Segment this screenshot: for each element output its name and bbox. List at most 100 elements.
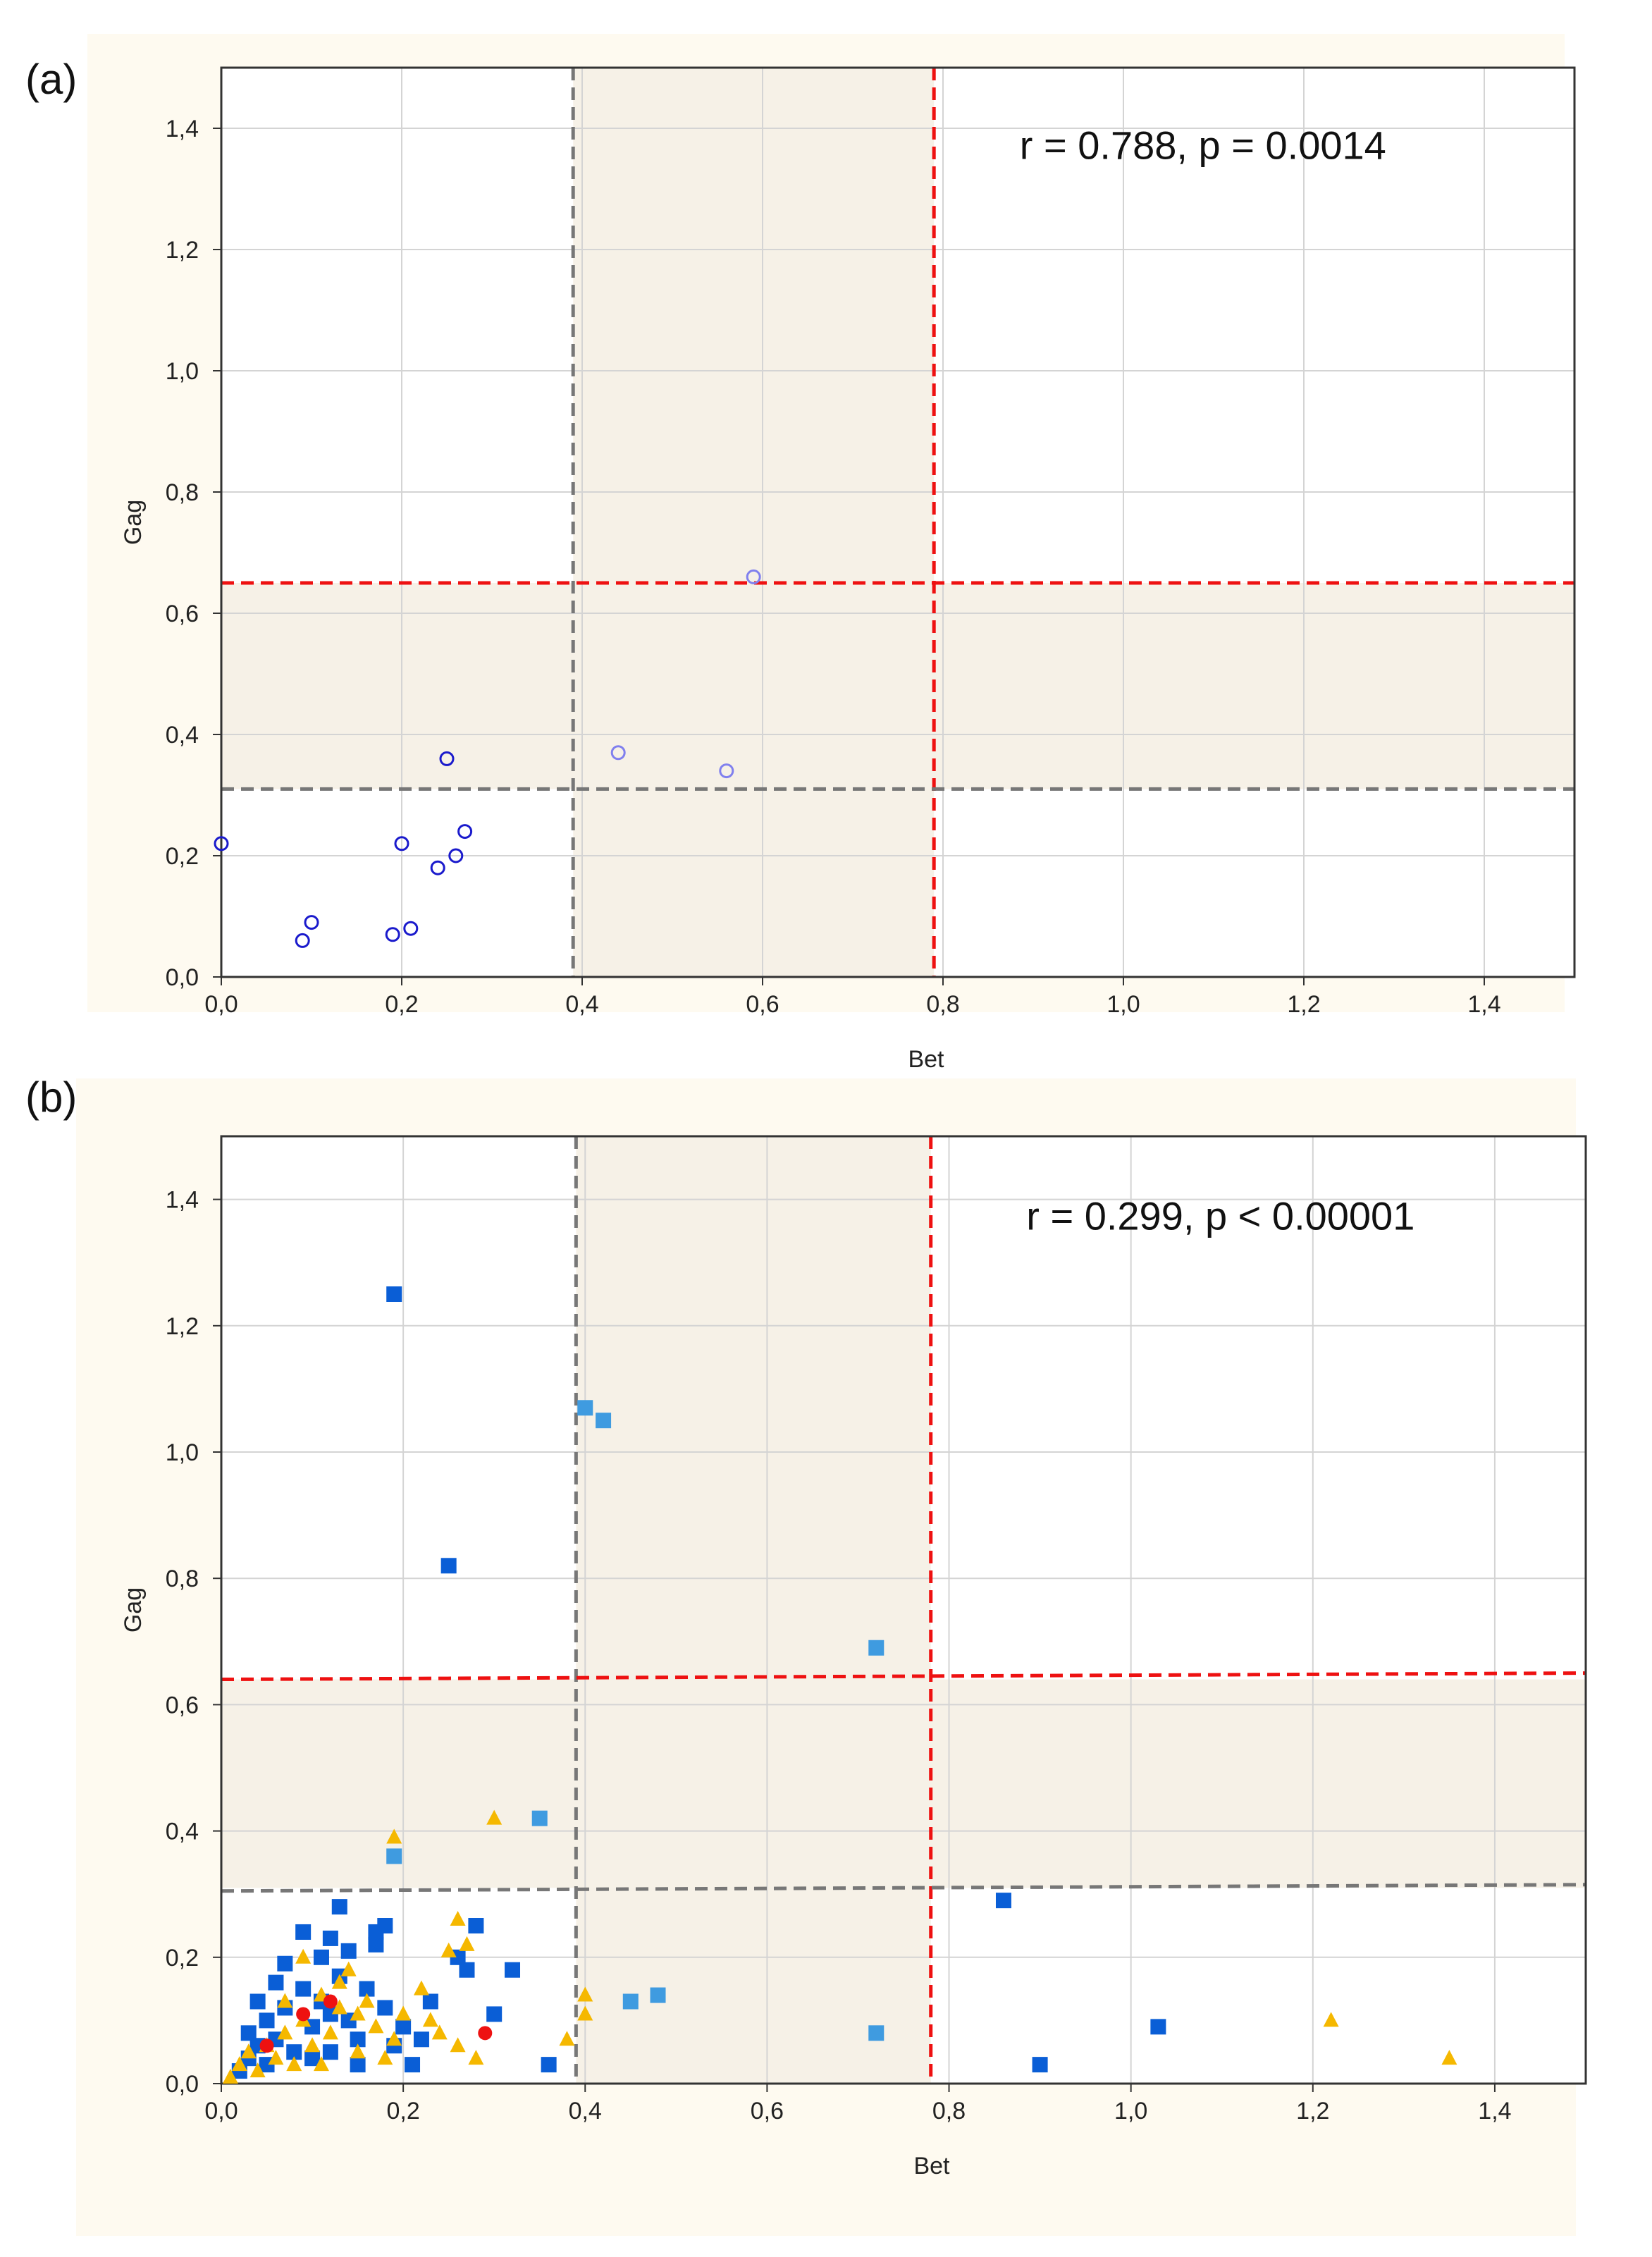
chart-b-point-2-15 <box>268 2050 284 2065</box>
chart-b-point-2-25 <box>359 1993 375 2008</box>
chart-b-point-0-4 <box>1032 2057 1048 2073</box>
chart-b-point-2-10 <box>222 2069 238 2084</box>
chart-a-axes-frame <box>220 66 1576 978</box>
chart-b-point-2-3 <box>440 1942 457 1957</box>
chart-b-point-2-24 <box>350 2043 366 2059</box>
chart-b-point-2-35 <box>277 1993 293 2008</box>
chart-b-point-2-6 <box>577 2005 593 2021</box>
chart-a-x-tick-label-6: 1,2 <box>1287 991 1320 1018</box>
chart-b-point-0-22 <box>331 1899 347 1915</box>
chart-b-point-3-1 <box>323 1994 338 2009</box>
chart-b-point-0-29 <box>368 1936 384 1952</box>
chart-b-point-0-16 <box>295 1981 312 1997</box>
chart-b-point-2-2 <box>450 1911 466 1926</box>
chart-a-x-axis-label: Bet <box>908 1046 944 1073</box>
chart-b-point-2-32 <box>468 2050 484 2065</box>
chart-b-point-0-18 <box>313 1949 329 1965</box>
chart-b-y-tick-label-7: 1,4 <box>166 1187 199 1214</box>
chart-b-point-0-2 <box>995 1893 1011 1909</box>
chart-b-y-tick-label-1: 0,2 <box>166 1945 199 1972</box>
chart-a-y-tick-label-6: 1,2 <box>166 237 199 264</box>
chart-b-point-2-8 <box>1323 2012 1339 2027</box>
chart-b-x-tick-label-3: 0,6 <box>751 2098 784 2124</box>
chart-b-point-1-7 <box>868 2025 884 2041</box>
chart-b-reference-line-2 <box>221 1883 1586 1893</box>
chart-b-point-2-21 <box>322 2024 338 2040</box>
chart-b-annotation: r = 0.299, p < 0.00001 <box>1026 1194 1414 1238</box>
chart-b-x-axis-label: Bet <box>913 2153 950 2179</box>
chart-a-y-tick-label-1: 0,2 <box>166 843 199 870</box>
chart-b-point-2-38 <box>386 2031 402 2046</box>
chart-a-y-tick-label-7: 1,4 <box>166 116 199 142</box>
chart-b-point-0-15 <box>295 1924 312 1940</box>
chart-b-point-0-39 <box>486 2006 503 2022</box>
chart-b-x-tick-label-7: 1,4 <box>1478 2098 1511 2124</box>
chart-b-point-2-26 <box>368 2018 384 2034</box>
chart-b-x-tick-label-6: 1,2 <box>1296 2098 1329 2124</box>
chart-b-point-1-3 <box>531 1810 548 1826</box>
chart-b-point-0-33 <box>395 2019 412 2035</box>
chart-a-point-1-2 <box>746 569 761 584</box>
chart-b-point-0-27 <box>359 1981 375 1997</box>
chart-b-shaded-band-vertical <box>576 1136 931 2084</box>
chart-a-y-tick-label-2: 0,4 <box>166 722 199 749</box>
chart-a-point-0-0 <box>214 836 229 851</box>
chart-b-reference-line-3 <box>221 1671 1586 1682</box>
chart-b-point-0-26 <box>350 2031 366 2048</box>
chart-b-point-2-12 <box>240 2043 257 2059</box>
chart-b-point-2-39 <box>422 2012 438 2027</box>
chart-b-point-0-37 <box>459 1962 475 1978</box>
chart-b-x-tick-label-2: 0,4 <box>569 2098 602 2124</box>
chart-b-point-0-31 <box>377 2000 393 2016</box>
chart-b-x-tick-label-4: 0,8 <box>932 2098 966 2124</box>
chart-b-point-0-10 <box>259 2012 275 2029</box>
chart-b-point-2-4 <box>459 1936 475 1951</box>
chart-a-point-0-2 <box>304 915 319 930</box>
chart-b-axes-frame <box>220 1135 1587 2085</box>
chart-a-y-axis-label: Gag <box>120 500 147 545</box>
chart-a-point-0-4 <box>394 836 409 851</box>
chart-b-point-2-17 <box>286 2056 302 2072</box>
chart-b-point-2-7 <box>559 2031 575 2046</box>
chart-b-point-0-38 <box>468 1918 484 1933</box>
chart-b-x-tick-label-0: 0,0 <box>204 2098 238 2124</box>
panel-label-a: (a) <box>25 56 78 103</box>
chart-b-point-0-20 <box>322 1930 338 1946</box>
chart-b-point-2-19 <box>304 2037 321 2053</box>
chart-b-point-0-35 <box>422 1993 438 2010</box>
chart-b-point-2-29 <box>413 1980 429 1995</box>
chart-b-y-tick-label-5: 1,0 <box>166 1439 199 1466</box>
chart-a-point-0-7 <box>439 751 455 766</box>
chart-b-point-2-28 <box>395 2005 412 2021</box>
chart-a-x-tick-label-2: 0,4 <box>565 991 598 1018</box>
chart-b-point-0-42 <box>268 1974 284 1991</box>
chart-b-point-2-23 <box>340 1961 357 1976</box>
chart-b-point-2-16 <box>277 2024 293 2040</box>
chart-a-y-tick-label-3: 0,6 <box>166 601 199 627</box>
chart-b-point-1-5 <box>622 1993 639 2010</box>
chart-a-point-0-9 <box>457 824 473 840</box>
chart-a-shaded-band-horizontal <box>221 583 1574 789</box>
chart-b-point-2-37 <box>350 2005 366 2021</box>
chart-a-point-1-0 <box>610 745 626 761</box>
chart-b-shaded-band-horizontal <box>221 1679 1586 1888</box>
chart-b-point-2-36 <box>313 2056 329 2072</box>
chart-b-point-0-30 <box>377 1918 393 1933</box>
chart-a-annotation: r = 0.788, p = 0.0014 <box>1020 123 1386 167</box>
chart-b-point-0-0 <box>386 1286 402 1302</box>
chart-a-point-0-5 <box>403 921 419 936</box>
chart-b-point-2-22 <box>331 1999 347 2015</box>
chart-a-x-tick-label-3: 0,6 <box>746 991 779 1018</box>
chart-b-point-0-45 <box>413 2031 429 2048</box>
chart-b-point-1-1 <box>596 1413 612 1429</box>
chart-a-y-tick-label-0: 0,0 <box>166 964 199 991</box>
chart-a-x-tick-label-7: 1,4 <box>1467 991 1500 1018</box>
chart-b-point-2-33 <box>295 1948 312 1964</box>
chart-b-point-0-43 <box>304 2050 321 2067</box>
chart-b-point-2-5 <box>577 1986 593 2002</box>
chart-b-point-0-5 <box>541 2057 557 2073</box>
chart-b-point-0-41 <box>249 1993 266 2010</box>
chart-a-point-0-1 <box>295 933 310 948</box>
chart-b-point-2-9 <box>1441 2050 1457 2065</box>
